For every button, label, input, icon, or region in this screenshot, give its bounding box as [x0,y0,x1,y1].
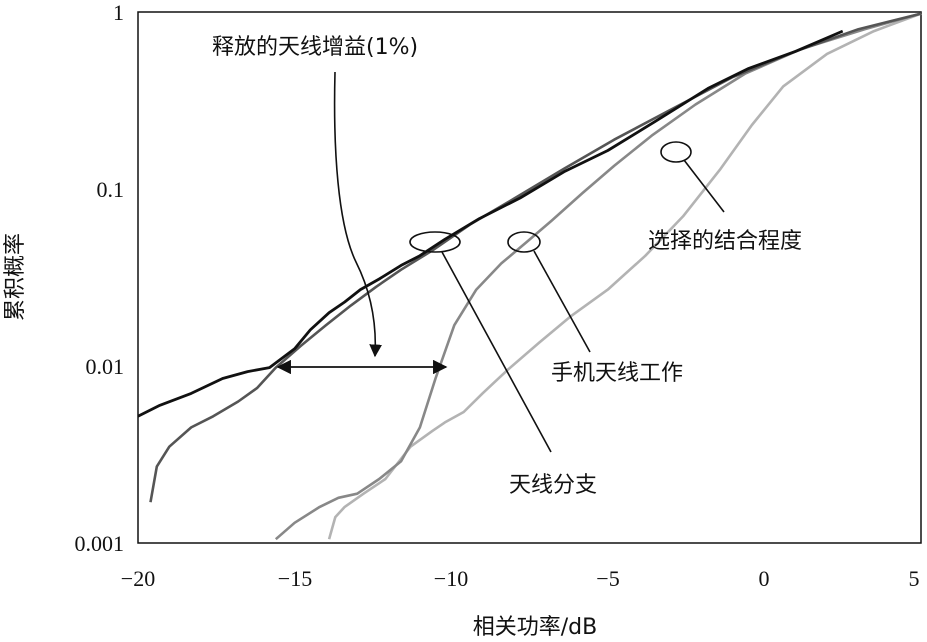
x-tick-label-0: −20 [121,566,155,591]
annotation-leader-3 [533,250,591,353]
y-tick-label-2: 0.1 [97,177,125,202]
annotation-label-1: 释放的天线增益(1%) [212,35,418,60]
series-line-3 [274,12,922,541]
annotation-leader-4 [683,159,725,213]
x-tick-label-1: −15 [278,566,312,591]
y-tick-label-3: 1 [113,0,124,25]
series-line-1 [137,29,844,418]
annotation-label-3: 手机天线工作 [551,361,683,386]
x-axis-title: 相关功率/dB [473,615,597,640]
x-tick-label-5: 5 [909,566,920,591]
annotation-label-2: 天线分支 [509,473,597,498]
plot-frame [137,11,922,544]
series-line-4 [327,12,922,540]
y-tick-label-1: 0.01 [86,354,125,379]
annotation-ellipse-4 [660,141,692,163]
annotation-ellipse-2 [409,231,461,253]
x-tick-label-2: −10 [434,566,468,591]
annotation-arrow-1 [333,71,383,358]
x-tick-label-3: −5 [596,566,619,591]
annotation-ellipse-3 [507,231,541,253]
annotation-label-4: 选择的结合程度 [648,229,802,254]
y-axis-title: 累积概率 [3,233,28,321]
x-tick-label-4: 0 [759,566,770,591]
annotation-leader-2 [441,251,552,453]
series-line-2 [149,12,922,503]
y-tick-label-0: 0.001 [75,531,125,556]
